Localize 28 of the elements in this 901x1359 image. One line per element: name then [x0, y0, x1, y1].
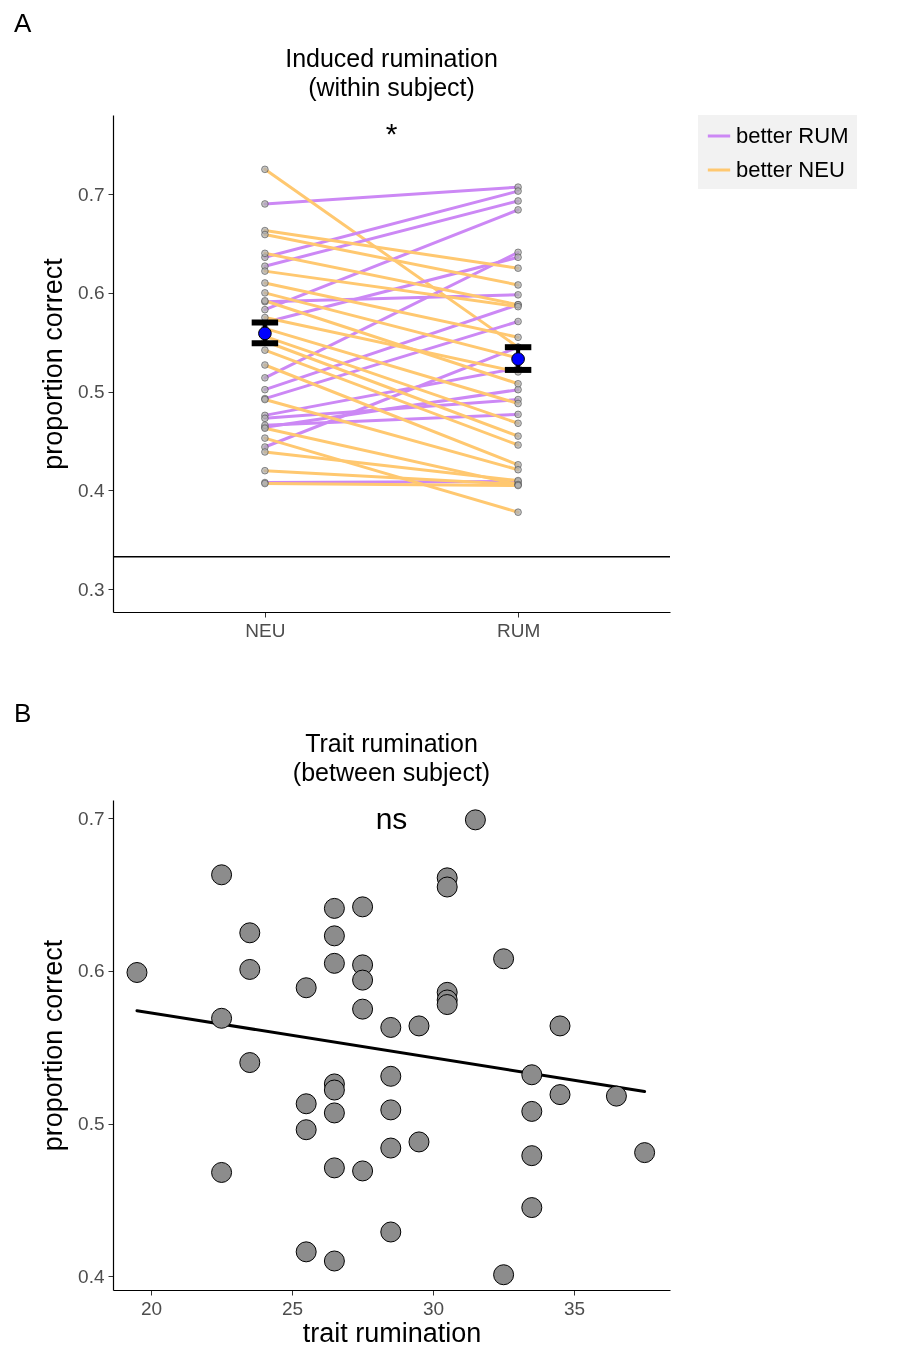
- y-tick-label: 0.5: [78, 381, 105, 403]
- x-tick-label: NEU: [245, 619, 286, 641]
- y-tick-label: 0.7: [78, 807, 105, 829]
- y-axis-title: proportion correct: [38, 939, 69, 1152]
- x-axis-title: trait rumination: [302, 1317, 482, 1348]
- annotation: ns: [375, 802, 408, 835]
- y-tick-label: 0.6: [78, 282, 105, 304]
- x-tick-label: 20: [141, 1297, 163, 1319]
- chart-subtitle: (within subject): [308, 73, 475, 101]
- y-tick-label: 0.4: [78, 479, 105, 501]
- x-tick-label: 25: [282, 1297, 304, 1319]
- y-tick-label: 0.3: [78, 578, 105, 600]
- x-tick-label: RUM: [496, 619, 541, 641]
- y-tick-label: 0.4: [78, 1265, 105, 1287]
- text: A: [14, 8, 32, 39]
- x-tick-label: 35: [564, 1297, 586, 1319]
- legend-label: better NEU: [736, 157, 845, 182]
- text: B: [14, 698, 32, 729]
- annotation: *: [385, 117, 398, 150]
- y-tick-label: 0.6: [78, 960, 105, 982]
- chart-title: Trait rumination: [305, 729, 478, 757]
- y-axis-title: proportion correct: [38, 257, 69, 470]
- chart-title: Induced rumination: [285, 44, 498, 72]
- y-tick-label: 0.7: [78, 183, 105, 205]
- legend-label: better RUM: [736, 123, 849, 148]
- y-tick-label: 0.5: [78, 1113, 105, 1135]
- chart-subtitle: (between subject): [292, 758, 491, 786]
- x-tick-label: 30: [423, 1297, 445, 1319]
